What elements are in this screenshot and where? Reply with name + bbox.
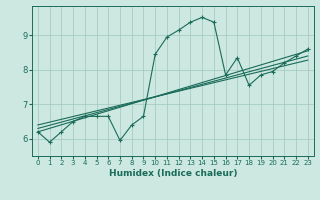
X-axis label: Humidex (Indice chaleur): Humidex (Indice chaleur) — [108, 169, 237, 178]
